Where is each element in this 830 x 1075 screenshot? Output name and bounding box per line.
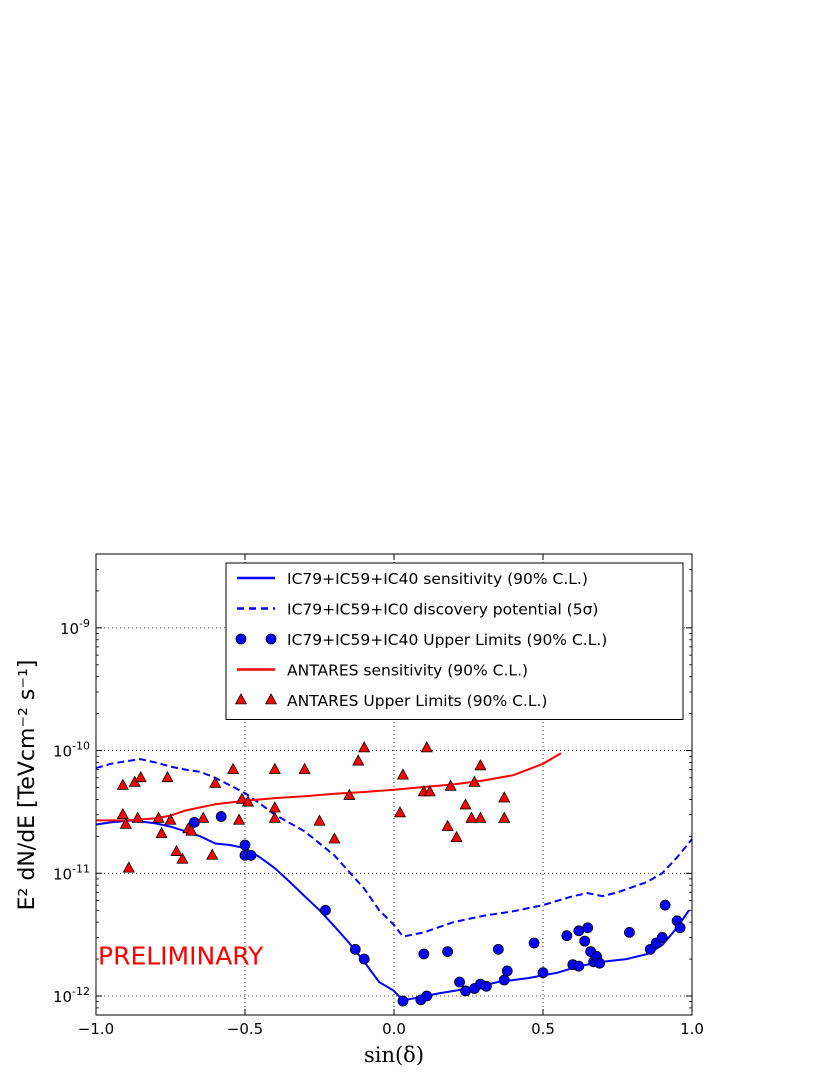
legend-entry-label: ANTARES sensitivity (90% C.L.) [287,662,528,680]
data-point-triangle [420,741,433,753]
data-point-circle [624,926,635,938]
series-line [95,758,693,938]
data-point-circle [579,935,591,947]
data-point-circle [659,899,671,911]
legend-entry-label: IC79+IC59+IC0 discovery potential (5σ) [287,601,598,619]
data-point-circle [582,922,594,934]
data-point-triangle [232,813,246,825]
data-point-triangle [122,861,135,873]
data-point-triangle [176,852,189,864]
legend-triangle-handle [264,693,278,705]
data-point-triangle [465,811,478,823]
data-point-circle [460,985,471,997]
data-point-triangle [474,811,487,823]
data-point-circle [480,980,492,992]
data-point-circle [561,930,573,942]
data-point-triangle [459,798,472,810]
legend: IC79+IC59+IC40 sensitivity (90% C.L.) IC7… [225,562,684,720]
data-point-triangle [134,770,147,783]
data-point-triangle [161,770,174,783]
legend-circle-handle [235,633,247,645]
data-point-triangle [131,811,144,823]
data-point-triangle [450,830,463,842]
data-point-circle [442,946,454,958]
data-point-triangle [206,848,219,860]
data-point-circle [528,937,540,949]
data-point-circle [501,965,513,977]
data-point-triangle [423,785,436,797]
data-point-triangle [164,813,177,825]
x-tick-label: 1.0 [680,1020,704,1038]
data-point-triangle [474,759,487,771]
x-axis-label: sin(δ) [364,1043,424,1067]
data-point-circle [594,957,606,969]
x-tick-label: −0.5 [227,1020,263,1038]
data-point-circle [418,948,430,960]
y-axis-label: E² dN/dE [TeVcm⁻² s⁻¹] [15,660,40,911]
x-tick-label: −1.0 [78,1020,114,1038]
data-point-triangle [235,792,249,804]
data-point-triangle [268,762,281,774]
data-point-triangle [268,811,281,823]
data-point-triangle [227,762,240,774]
data-point-triangle [298,762,311,774]
legend-entry-label: IC79+IC59+IC40 Upper Limits (90% C.L.) [287,631,607,649]
data-point-circle [421,990,433,1002]
data-point-triangle [185,824,198,836]
data-point-triangle [441,819,454,831]
data-point-triangle [343,788,356,800]
x-tick-label: 0.0 [382,1020,406,1038]
data-point-circle [245,849,257,861]
data-point-circle [454,976,465,988]
series-line [96,752,562,822]
data-point-triangle [358,741,371,753]
y-tick-label: 10-12 [53,985,90,1006]
data-point-triangle [116,778,129,790]
data-point-triangle [396,768,410,780]
data-point-circle [358,953,370,965]
data-point-triangle [116,807,129,820]
data-point-circle [397,995,409,1007]
data-point-triangle [170,844,183,856]
preliminary-annotation: PRELIMINARY [98,942,264,971]
data-point-circle [573,960,585,972]
data-point-triangle [468,775,481,787]
data-point-triangle [444,779,457,791]
legend-circle-handle [265,633,277,645]
data-point-circle [349,943,361,955]
data-point-circle [674,922,686,934]
data-point-triangle [352,754,365,766]
series-layer [95,741,693,1007]
data-point-triangle [119,817,132,829]
data-point-triangle [328,832,341,844]
data-point-triangle [241,795,255,807]
data-point-circle [239,839,251,851]
data-point-circle [320,904,331,916]
data-point-triangle [197,811,210,823]
data-point-triangle [393,806,407,818]
x-tick-label: 0.5 [531,1020,555,1038]
y-tick-label: 10-9 [60,617,90,638]
legend-entry-label: ANTARES Upper Limits (90% C.L.) [287,692,547,710]
y-tick-label: 10-11 [53,862,90,883]
data-point-circle [215,811,227,822]
data-point-circle [537,967,549,979]
data-point-circle [492,943,504,955]
legend-entry-label: IC79+IC59+IC40 sensitivity (90% C.L.) [287,570,588,588]
data-point-circle [498,974,510,986]
data-point-circle [573,925,585,937]
legend-triangle-handle [234,693,248,705]
data-point-triangle [152,811,165,823]
data-point-triangle [498,791,511,803]
data-point-triangle [498,811,511,823]
axes: −1.0 −0.5 0.0 0.5 1.0 10-12 10-11 10-10 10-9 [53,553,704,1038]
data-point-triangle [313,814,326,826]
data-point-triangle [155,826,168,839]
data-point-circle [656,932,668,943]
legend-box [225,562,684,720]
data-point-triangle [209,776,222,788]
y-tick-label: 10-10 [53,740,90,761]
